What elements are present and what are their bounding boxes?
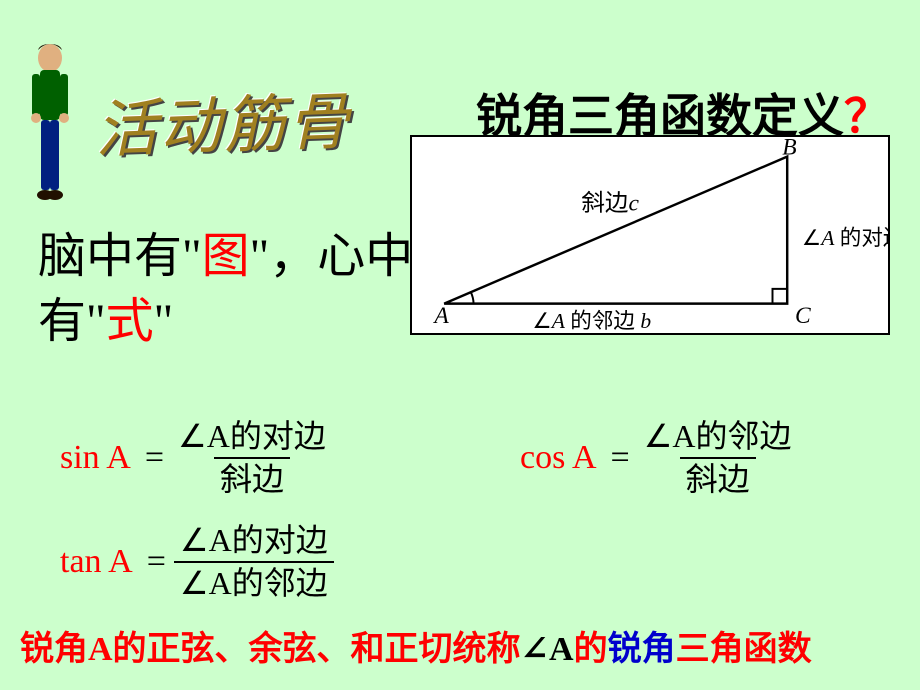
summary-p3: 三角函数 [676, 631, 812, 668]
vertex-A: A [432, 303, 449, 329]
summary-p1: 锐角A的正弦、余弦、和正切统称 [20, 631, 521, 668]
summary-p2: 的 [574, 631, 608, 668]
formula-sin: sin A = ∠A的对边 斜边 [60, 418, 332, 498]
cos-den: 斜边 [680, 457, 756, 498]
tan-eq: = [147, 543, 166, 581]
formula-cos: cos A = ∠A的邻边 斜边 [520, 418, 798, 498]
tan-den: ∠A的邻边 [174, 561, 334, 602]
triangle-diagram: A B C 斜边c ∠A 的对边a ∠A 的邻边 b [410, 135, 890, 335]
sin-eq: = [145, 439, 164, 477]
person-figure [20, 40, 80, 220]
tan-frac: ∠A的对边 ∠A的邻边 [174, 522, 334, 602]
sin-num: ∠A的对边 [172, 418, 332, 457]
opp-label: ∠A 的对边a [802, 226, 888, 250]
adj-label: ∠A 的邻边 b [532, 309, 651, 333]
phrase-hl2: 式 [106, 295, 154, 348]
sin-den: 斜边 [214, 457, 290, 498]
summary: 锐角A的正弦、余弦、和正切统称∠A的锐角三角函数 [20, 621, 812, 670]
phrase: 脑中有"图"，心中有"式" [38, 225, 418, 355]
cos-eq: = [611, 439, 630, 477]
tan-num: ∠A的对边 [174, 522, 334, 561]
hyp-label: 斜边c [581, 190, 639, 217]
phrase-p1: 脑中有" [38, 230, 202, 283]
summary-angle: ∠A [521, 631, 574, 668]
sin-fn: sin A [60, 439, 131, 477]
formula-tan: tan A = ∠A的对边 ∠A的邻边 [60, 522, 334, 602]
phrase-p3: " [154, 295, 174, 348]
tan-fn: tan A [60, 543, 133, 581]
title-art: 活动筋骨 [94, 71, 353, 170]
cos-num: ∠A的邻边 [638, 418, 798, 457]
cos-frac: ∠A的邻边 斜边 [638, 418, 798, 498]
summary-blue: 锐角 [608, 631, 676, 668]
vertex-C: C [795, 303, 811, 329]
sin-frac: ∠A的对边 斜边 [172, 418, 332, 498]
phrase-hl1: 图 [202, 230, 250, 283]
vertex-B: B [782, 137, 796, 161]
cos-fn: cos A [520, 439, 597, 477]
